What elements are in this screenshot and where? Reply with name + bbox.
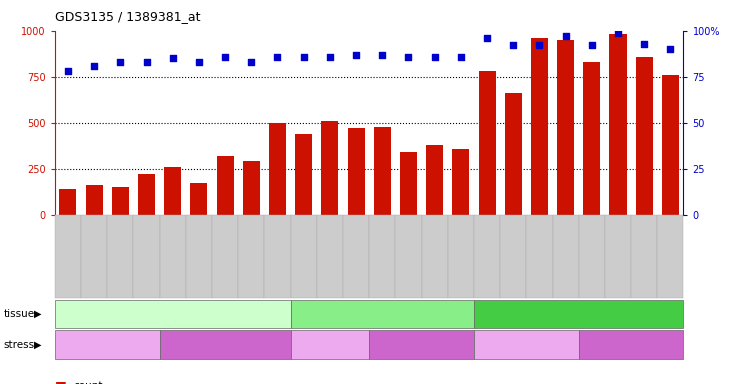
Bar	[190, 183, 208, 215]
Bar	[504, 93, 522, 215]
Point	[246, 59, 257, 65]
Point	[62, 68, 74, 74]
Bar	[374, 127, 391, 215]
Text: control: control	[510, 339, 543, 350]
Text: fasted: fasted	[210, 339, 240, 350]
Point	[376, 51, 388, 58]
Bar	[583, 62, 600, 215]
Point	[560, 33, 572, 39]
Bar	[479, 71, 496, 215]
Bar	[610, 35, 626, 215]
Text: fasted: fasted	[616, 339, 646, 350]
Point	[298, 53, 309, 60]
Point	[140, 59, 152, 65]
Text: fasted: fasted	[406, 339, 437, 350]
Text: ▶: ▶	[34, 339, 42, 350]
Bar	[295, 134, 312, 215]
Bar	[112, 187, 129, 215]
Text: white adipose tissue: white adipose tissue	[332, 309, 433, 319]
Point	[507, 42, 519, 48]
Point	[534, 42, 545, 48]
Bar	[164, 167, 181, 215]
Point	[350, 51, 362, 58]
Point	[481, 35, 493, 41]
Bar	[636, 56, 653, 215]
Point	[612, 30, 624, 36]
Point	[167, 55, 178, 61]
Point	[193, 59, 205, 65]
Text: stress: stress	[4, 339, 35, 350]
Bar	[452, 149, 469, 215]
Text: ■: ■	[55, 379, 67, 384]
Point	[429, 53, 441, 60]
Point	[324, 53, 336, 60]
Bar	[347, 128, 365, 215]
Text: GDS3135 / 1389381_at: GDS3135 / 1389381_at	[55, 10, 200, 23]
Bar	[426, 145, 443, 215]
Point	[455, 53, 466, 60]
Point	[115, 59, 126, 65]
Point	[272, 53, 284, 60]
Bar	[86, 185, 102, 215]
Text: control: control	[313, 339, 346, 350]
Text: count: count	[73, 381, 102, 384]
Point	[88, 63, 100, 69]
Text: liver: liver	[568, 309, 589, 319]
Point	[219, 53, 231, 60]
Text: tissue: tissue	[4, 309, 35, 319]
Point	[586, 42, 598, 48]
Point	[403, 53, 414, 60]
Bar	[243, 161, 260, 215]
Point	[664, 46, 676, 52]
Bar	[557, 40, 574, 215]
Bar	[59, 189, 77, 215]
Text: ▶: ▶	[34, 309, 42, 319]
Point	[638, 41, 650, 47]
Bar	[322, 121, 338, 215]
Bar	[400, 152, 417, 215]
Bar	[269, 123, 286, 215]
Text: control: control	[91, 339, 124, 350]
Text: brown adipose tissue: brown adipose tissue	[121, 309, 224, 319]
Bar	[216, 156, 234, 215]
Bar	[138, 174, 155, 215]
Bar	[662, 75, 679, 215]
Bar	[531, 38, 548, 215]
